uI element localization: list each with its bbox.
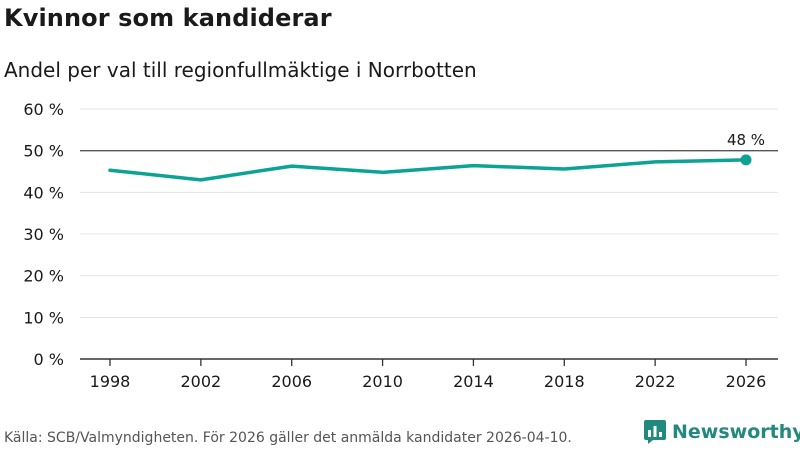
y-tick-label: 10 % xyxy=(23,308,64,327)
chart-title: Kvinnor som kandiderar xyxy=(4,4,332,32)
series-line xyxy=(108,158,748,182)
last-point-marker xyxy=(740,154,752,166)
brand-logo: Newsworthy xyxy=(644,420,800,444)
last-point-label: 48 % xyxy=(727,131,765,149)
brand-name: Newsworthy xyxy=(672,421,800,443)
x-tick-label: 2002 xyxy=(180,372,221,391)
x-tick-label: 2006 xyxy=(271,372,312,391)
chart-subtitle: Andel per val till regionfullmäktige i N… xyxy=(4,58,477,82)
x-tick-label: 2010 xyxy=(362,372,403,391)
x-tick-label: 2014 xyxy=(453,372,494,391)
y-tick-label: 0 % xyxy=(34,350,64,369)
source-note: Källa: SCB/Valmyndigheten. För 2026 gäll… xyxy=(4,430,572,446)
y-tick-label: 50 % xyxy=(23,142,64,161)
x-tick-label: 2022 xyxy=(635,372,676,391)
y-tick-label: 60 % xyxy=(23,100,64,119)
bar-chart-logo-icon xyxy=(644,420,666,444)
x-tick-label: 2026 xyxy=(726,372,767,391)
x-tick-label: 1998 xyxy=(90,372,131,391)
x-tick-label: 2018 xyxy=(544,372,585,391)
y-tick-label: 30 % xyxy=(23,225,64,244)
y-tick-label: 20 % xyxy=(23,267,64,286)
y-tick-label: 40 % xyxy=(23,183,64,202)
